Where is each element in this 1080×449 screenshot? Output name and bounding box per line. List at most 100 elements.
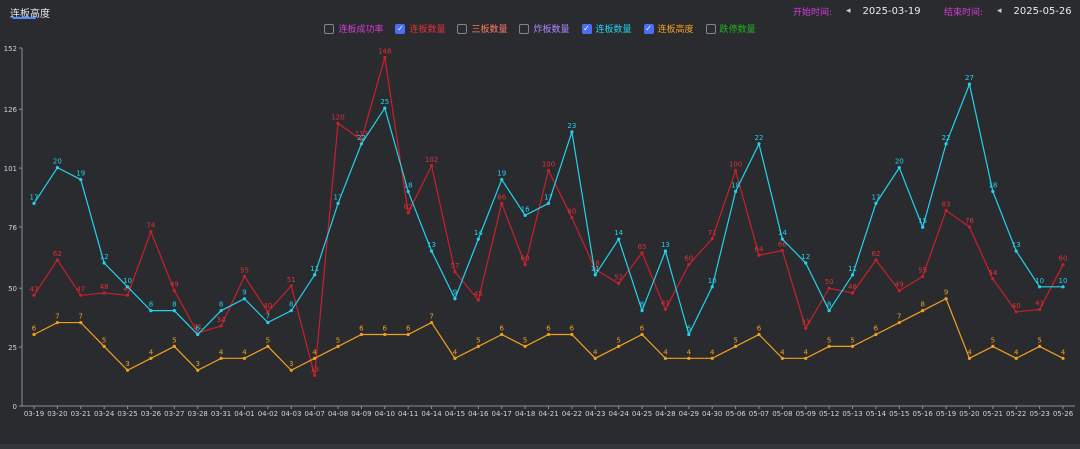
legend-item-lianban-height[interactable]: ✓ 连板高度 xyxy=(643,22,694,35)
start-prev-arrow-icon[interactable]: ◂ xyxy=(846,6,851,16)
x-tick-label: 05-13 xyxy=(842,410,862,418)
tab-active-indicator xyxy=(12,17,36,19)
data-point xyxy=(617,237,621,241)
data-point xyxy=(406,332,410,337)
data-point xyxy=(757,142,761,146)
data-point xyxy=(523,263,527,267)
data-label: 40 xyxy=(1012,302,1021,310)
data-label: 4 xyxy=(219,348,224,356)
legend-label: 连板高度 xyxy=(657,25,694,35)
data-point xyxy=(804,261,808,265)
data-label: 7 xyxy=(429,313,433,321)
data-point xyxy=(593,356,597,360)
data-label: 12 xyxy=(100,253,109,261)
data-label: 11 xyxy=(591,265,600,273)
legend-item-lianban-count-red[interactable]: ✓ 连板数量 xyxy=(395,22,445,35)
data-point xyxy=(546,201,551,206)
data-point xyxy=(172,344,176,349)
data-point xyxy=(570,130,574,134)
data-label: 31 xyxy=(193,323,202,331)
x-tick-label: 03-24 xyxy=(94,410,115,418)
data-label: 6 xyxy=(546,324,551,332)
end-date-value[interactable]: 2025-05-26 xyxy=(1013,5,1072,17)
data-label: 8 xyxy=(827,301,831,309)
data-label: 14 xyxy=(614,229,623,237)
legend-checkbox[interactable] xyxy=(705,23,716,34)
data-label: 100 xyxy=(542,160,555,168)
data-label: 62 xyxy=(53,250,62,258)
x-tick-label: 04-14 xyxy=(421,410,442,418)
x-tick-label: 05-08 xyxy=(772,410,792,418)
x-tick-label: 05-15 xyxy=(889,410,909,418)
data-point xyxy=(523,213,527,217)
data-point xyxy=(125,293,130,297)
data-label: 4 xyxy=(780,348,785,356)
data-label: 57 xyxy=(450,262,459,270)
start-date-value[interactable]: 2025-03-19 xyxy=(862,5,921,17)
tab-lianban-height[interactable]: 连板高度 xyxy=(10,9,50,20)
data-label: 5 xyxy=(172,336,176,344)
data-point xyxy=(967,356,972,360)
x-tick-label: 05-06 xyxy=(725,410,746,418)
legend-item-broken-board[interactable]: 炸板数量 xyxy=(519,22,570,35)
data-label: 8 xyxy=(640,301,644,309)
data-label: 71 xyxy=(708,229,717,237)
data-point xyxy=(850,273,855,277)
data-point xyxy=(874,258,878,262)
legend-checkbox[interactable] xyxy=(457,23,468,34)
data-label: 3 xyxy=(289,360,293,368)
end-date-picker: 结束时间: ◂ 2025-05-26 xyxy=(944,3,1078,19)
data-label: 48 xyxy=(848,283,857,291)
data-label: 13 xyxy=(1012,241,1021,249)
data-point xyxy=(453,270,457,274)
data-label: 6 xyxy=(406,324,411,332)
data-label: 8 xyxy=(149,301,153,309)
data-point xyxy=(219,324,223,328)
legend-checkbox[interactable] xyxy=(324,23,335,34)
bottom-scroll-bar[interactable] xyxy=(0,444,1080,449)
data-label: 5 xyxy=(991,336,995,344)
legend-checkbox[interactable]: ✓ xyxy=(643,23,654,34)
x-tick-label: 05-26 xyxy=(1053,410,1074,418)
data-label: 14 xyxy=(778,229,787,237)
data-point xyxy=(336,121,340,125)
y-tick-label: 101 xyxy=(4,165,17,173)
data-point xyxy=(546,332,551,337)
data-point xyxy=(780,356,784,360)
legend-item-lianban-count-cyan[interactable]: ✓ 连板数量 xyxy=(581,22,632,35)
data-label: 51 xyxy=(287,276,296,284)
data-label: 7 xyxy=(55,313,59,321)
data-point xyxy=(219,356,223,360)
data-point xyxy=(32,201,36,206)
x-tick-label: 05-07 xyxy=(749,410,769,418)
data-label: 6 xyxy=(570,324,575,332)
x-tick-label: 05-16 xyxy=(913,410,934,418)
data-label: 17 xyxy=(30,193,39,201)
data-label: 40 xyxy=(263,302,272,310)
start-date-label: 开始时间: xyxy=(793,7,833,18)
data-point xyxy=(32,293,36,297)
legend-checkbox[interactable]: ✓ xyxy=(395,23,406,34)
x-tick-label: 04-01 xyxy=(234,410,254,418)
legend-item-three-board[interactable]: 三板数量 xyxy=(457,22,507,35)
data-label: 113 xyxy=(355,130,368,138)
data-label: 6 xyxy=(32,324,37,332)
data-label: 48 xyxy=(100,283,109,291)
data-label: 8 xyxy=(920,301,924,309)
legend-item-limit-down[interactable]: 跌停数量 xyxy=(705,22,756,35)
end-prev-arrow-icon[interactable]: ◂ xyxy=(997,6,1002,16)
data-point xyxy=(500,201,504,206)
data-point xyxy=(687,332,691,337)
legend-item-success-rate[interactable]: 连板成功率 xyxy=(324,22,383,35)
x-tick-label: 04-23 xyxy=(585,410,605,418)
data-point xyxy=(757,332,761,337)
data-label: 13 xyxy=(427,241,436,249)
x-tick-label: 05-23 xyxy=(1029,410,1049,418)
data-point xyxy=(640,251,644,255)
data-label: 83 xyxy=(942,201,951,209)
data-point xyxy=(523,344,527,349)
legend-checkbox[interactable]: ✓ xyxy=(581,23,592,34)
legend-checkbox[interactable] xyxy=(519,23,530,34)
data-point xyxy=(476,237,480,241)
data-point xyxy=(663,249,668,253)
